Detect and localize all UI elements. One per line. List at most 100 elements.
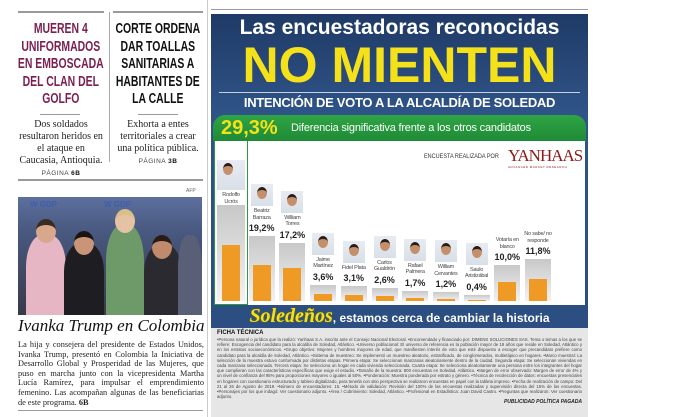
page-number: 6B [78, 397, 89, 407]
bar [375, 296, 394, 301]
bar-background [494, 265, 521, 301]
candidate-column: Jaime Martínez 3,6% [309, 232, 337, 301]
candidate-photo [373, 235, 396, 258]
technical-sheet: FICHA TÉCNICA •Persona natural o jurídic… [211, 328, 588, 417]
page-divider [207, 0, 208, 417]
bar-background [279, 242, 306, 301]
page-label: PÁGINA [138, 158, 166, 165]
lead-text: Diferencia significativa frente a los ot… [291, 122, 531, 134]
candidate-name: Beatriz Barraza [252, 208, 271, 221]
candidate-name: Fidel Plata [341, 264, 366, 271]
person-head [152, 235, 172, 259]
vote-chart: ENCUESTA REALIZADA POR YANHAAS ADVANCED M… [214, 141, 585, 305]
face-icon [410, 241, 421, 254]
face-icon [223, 163, 233, 176]
slogan-brand: Soledeños [249, 305, 333, 327]
candidate-photo [312, 232, 335, 255]
bar [498, 282, 517, 301]
data-label: 3,1% [343, 273, 365, 284]
headline-story2[interactable]: CORTE ORDENA DAR TOALLAS SANITARIAS A HA… [115, 21, 201, 107]
headline-story1[interactable]: MUEREN 4 UNIFORMADOS EN EMBOSCADA DEL CL… [17, 21, 104, 107]
data-label: 11,8% [525, 246, 551, 257]
face-icon [348, 243, 359, 256]
bar-background [310, 284, 337, 301]
face-icon [471, 245, 482, 258]
candidate-name: Saulo Aristizábal [465, 266, 489, 280]
page-number: 6B [71, 170, 81, 177]
divider [219, 92, 580, 93]
bar [436, 298, 455, 301]
top-rule-left [18, 11, 104, 13]
logo-text: YANHAAS [508, 146, 583, 165]
data-label: 17,2% [279, 229, 306, 240]
person-head [36, 219, 56, 243]
candidate-photo [342, 240, 365, 263]
summary-story1: Dos soldados resultaron heridos en el at… [19, 119, 103, 166]
data-label: 3,6% [312, 271, 334, 282]
data-label: 19,2% [248, 223, 275, 234]
section-rule [18, 179, 203, 181]
face-icon [440, 243, 451, 256]
page-ref-story1: PÁGINA 6B [42, 170, 81, 178]
bottom-rule [18, 410, 203, 411]
pollster-label: ENCUESTA REALIZADA POR [424, 153, 499, 160]
summary-story2: Exhorta a entes territoriales a crear un… [117, 119, 199, 154]
bar-background [217, 205, 245, 301]
technical-sheet-title: FICHA TÉCNICA [217, 330, 264, 336]
bar [344, 295, 363, 301]
news-photo[interactable]: W GDP W GDP [18, 197, 202, 315]
bar [314, 294, 333, 301]
page-number: 3B [168, 158, 178, 165]
face-icon [379, 238, 390, 251]
divider [138, 114, 178, 115]
person [178, 235, 202, 315]
data-label: 0,4% [466, 281, 487, 292]
backdrop-logo: W GDP [104, 200, 132, 209]
page-ref-story2: PÁGINA 3B [139, 158, 178, 166]
candidate-photo [404, 238, 427, 261]
candidate-name: No sabe/ no responde [524, 231, 552, 244]
bar-background [340, 286, 367, 301]
face-icon [318, 235, 329, 248]
data-label: 10,0% [494, 252, 521, 262]
bar [252, 264, 271, 301]
paid-advertising-label: PUBLICIDAD POLÍTICA PAGADA [503, 399, 582, 406]
pollster-logo: YANHAAS ADVANCED MARKET RESEARCH [508, 146, 583, 170]
data-label: 1,2% [435, 279, 457, 290]
face-icon [287, 193, 298, 206]
photo-caption-body: La hija y consejera del presidente de Es… [18, 340, 204, 407]
person [26, 235, 66, 315]
candidate-column: William Cervantes 1,2% [432, 240, 460, 301]
bar [283, 268, 302, 301]
ad-top-rule [211, 9, 588, 10]
candidate-photo [250, 184, 273, 207]
candidate-column: Rafael Palmera 1,7% [401, 238, 429, 301]
candidate-column: Carlos Gualdrón 2,6% [371, 235, 399, 301]
candidate-name: William Cervantes [434, 264, 458, 277]
story2-summary-block: Exhorta a entes territoriales a crear un… [113, 119, 203, 166]
candidate-column: Rodolfo Ucrós [217, 160, 245, 301]
candidate-photo [434, 240, 457, 263]
candidate-name: Rodolfo Ucrós [222, 192, 240, 205]
bar [529, 278, 547, 301]
candidate-column: Votaría en blanco 10,0% [493, 237, 521, 301]
candidate-name: Votaría en blanco [495, 237, 519, 250]
top-rule-right [113, 11, 203, 13]
person [64, 243, 104, 315]
photo-caption-title[interactable]: Ivanka Trump en Colombia [18, 316, 205, 335]
data-label: 2,6% [374, 274, 395, 285]
logo-tagline: ADVANCED MARKET RESEARCH [508, 165, 568, 169]
bar-background [463, 294, 490, 301]
candidate-name: Carlos Gualdrón [373, 259, 396, 273]
face-icon [256, 187, 267, 200]
bar [222, 245, 240, 301]
divider [40, 114, 80, 115]
slogan-text: , estamos cerca de cambiar la historia [332, 311, 550, 325]
story1-summary-block: Dos soldados resultaron heridos en el at… [17, 119, 105, 178]
data-label: 1,7% [404, 277, 426, 288]
bar-background [248, 236, 275, 301]
candidate-column: Saulo Aristizábal 0,4% [463, 242, 491, 301]
political-ad: Las encuestadoras reconocidas NO MIENTEN… [211, 14, 588, 417]
candidate-column: Beatriz Barraza 19,2% [248, 184, 276, 301]
candidate-name: William Torres [284, 214, 301, 228]
